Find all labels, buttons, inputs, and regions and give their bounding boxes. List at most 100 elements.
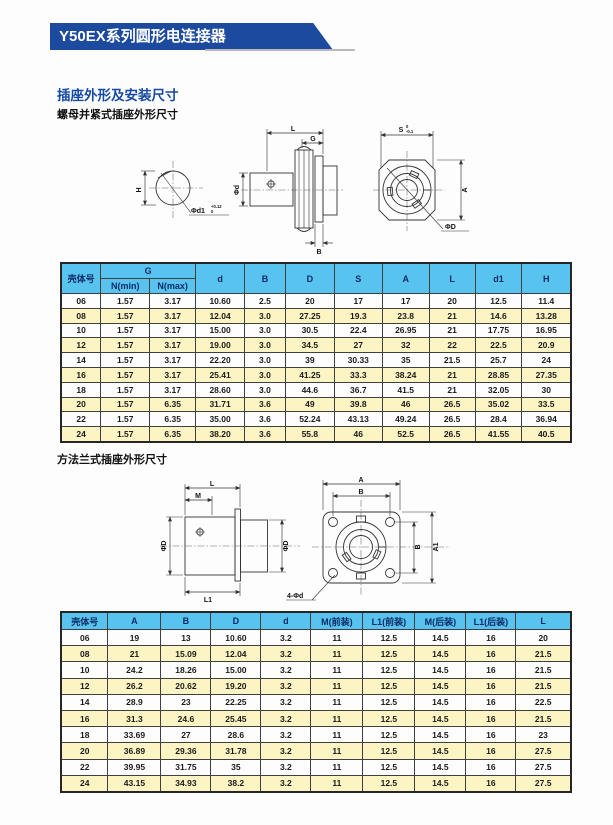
cell: 12.04 [210, 645, 262, 663]
cell: 21 [428, 381, 476, 398]
cell: 21.5 [428, 352, 476, 368]
cell: 14.6 [474, 307, 523, 324]
cell: 22.5 [515, 693, 572, 711]
cell: 31.71 [195, 396, 246, 413]
cell: 06 [60, 293, 102, 309]
cell: 3.17 [149, 322, 197, 339]
cell: 23 [515, 726, 572, 744]
cell: 21 [428, 322, 476, 339]
cell: 35.02 [474, 396, 523, 413]
header-a: A [381, 262, 430, 294]
cell: 25.7 [474, 352, 523, 368]
cell: 10 [60, 661, 109, 679]
cell: 12 [60, 337, 102, 354]
cell: 1.57 [100, 337, 151, 354]
cell: 55.8 [284, 426, 335, 443]
cell: 35 [210, 758, 262, 776]
cell: 16 [465, 645, 517, 663]
table-row: 24 43.15 34.93 38.2 3.2 11 12.5 14.5 16 27.5 [60, 774, 572, 793]
header-b: B [244, 262, 286, 294]
cell: 1.57 [100, 352, 151, 368]
cell: 13.28 [521, 307, 572, 324]
cell: 16 [60, 709, 109, 728]
cell: 21 [107, 645, 162, 663]
dim-label-phi-d1: Φd1 [191, 208, 205, 215]
cell: 46 [333, 426, 383, 443]
cell: 11.4 [521, 293, 572, 309]
table-row: 06 1.57 3.17 10.60 2.5 20 17 17 20 12.5 11.4 [60, 293, 572, 309]
cell: 26.95 [381, 322, 430, 339]
cell: 34.93 [160, 774, 212, 793]
cell: 28.85 [474, 366, 523, 383]
technical-drawing-square-flange: L M ΦD ΦD L1 [160, 477, 450, 604]
cell: 38.20 [195, 426, 246, 443]
cell: 14.5 [414, 774, 467, 793]
cell: 12.5 [362, 677, 416, 695]
cell: 39 [284, 352, 335, 368]
dim-label-phi-d-left: ΦD [161, 541, 168, 552]
table-row: 10 24.2 18.26 15.00 3.2 11 12.5 14.5 16 21.5 [60, 661, 572, 679]
cell: 24.6 [160, 709, 212, 728]
cell: 22.4 [333, 322, 383, 339]
cell: 40.5 [521, 426, 572, 443]
cell: 3.17 [149, 293, 197, 309]
cell: 16.95 [521, 322, 572, 339]
cell: 16 [465, 726, 517, 744]
cell: 3.17 [149, 352, 197, 368]
cell: 12.5 [474, 293, 523, 309]
cell: 12.04 [195, 307, 246, 324]
dim-label-b: B [316, 249, 321, 256]
cell: 22.25 [210, 693, 262, 711]
cell: 35 [381, 352, 430, 368]
cell: 12.5 [362, 758, 416, 776]
subtitle-nut-style: 螺母并紧式插座外形尺寸 [57, 109, 178, 121]
table-row: 08 1.57 3.17 12.04 3.0 27.25 19.3 23.8 21 14.6 13.… [60, 307, 572, 324]
cell: 34.5 [284, 337, 335, 354]
table-row: 12 26.2 20.62 19.20 3.2 11 12.5 14.5 16 21.5 [60, 677, 572, 695]
cell: 3.2 [260, 677, 312, 695]
cell: 11 [310, 726, 364, 744]
cell: 30.5 [284, 322, 335, 339]
cell: 38.2 [210, 774, 262, 793]
cell: 13 [160, 628, 212, 647]
cell: 23 [160, 693, 212, 711]
cell: 3.2 [260, 693, 312, 711]
cell: 2.5 [244, 293, 286, 309]
cell: 3.2 [260, 726, 312, 744]
cell: 15.00 [195, 322, 246, 339]
cell: 16 [465, 693, 517, 711]
cell: 3.17 [149, 337, 197, 354]
cell: 12.5 [362, 742, 416, 760]
cell: 33.69 [107, 726, 162, 744]
cell: 12.5 [362, 661, 416, 679]
cell: 3.0 [244, 307, 286, 324]
cell: 16 [465, 709, 517, 728]
table-row: 14 28.9 23 22.25 3.2 11 12.5 14.5 16 22.5 [60, 693, 572, 711]
cell: 36.7 [333, 381, 383, 398]
cell: 3.2 [260, 709, 312, 728]
cell: 21.5 [515, 645, 572, 663]
cell: 3.0 [244, 337, 286, 354]
header-d1: d1 [474, 262, 523, 294]
cell: 14.5 [414, 628, 467, 647]
cell: 23.8 [381, 307, 430, 324]
cell: 21 [428, 307, 476, 324]
table-row: 10 1.57 3.17 15.00 3.0 30.5 22.4 26.95 21 17.75 16… [60, 322, 572, 339]
cell: 30 [521, 381, 572, 398]
cell: 1.57 [100, 426, 151, 443]
cell: 22.5 [474, 337, 523, 354]
cell: 3.2 [260, 661, 312, 679]
subtitle-square-flange: 方法兰式插座外形尺寸 [57, 454, 167, 466]
cell: 1.57 [100, 381, 151, 398]
cell: 31.3 [107, 709, 162, 728]
cell: 20 [60, 742, 109, 760]
cell: 18.26 [160, 661, 212, 679]
cell: 18 [60, 726, 109, 744]
cell: 19.00 [195, 337, 246, 354]
cell: 1.57 [100, 366, 151, 383]
cell: 11 [310, 742, 364, 760]
header-d: d [260, 611, 312, 630]
cell: 26.2 [107, 677, 162, 695]
view-rear: H Φd1 +0.12 0 [136, 170, 229, 216]
cell: 27.5 [515, 774, 572, 793]
